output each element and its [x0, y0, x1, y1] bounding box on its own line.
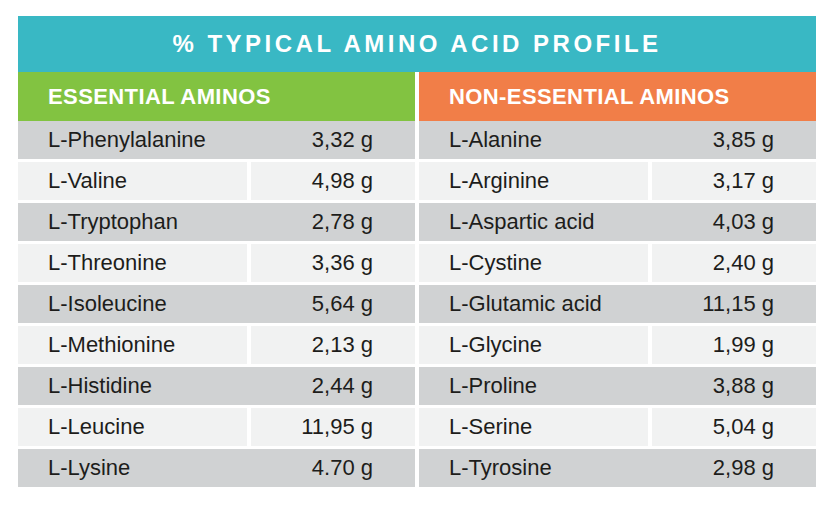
- amino-name: L-Glycine: [419, 326, 648, 364]
- essential-aminos-header: ESSENTIAL AMINOS: [18, 72, 415, 121]
- amino-name: L-Tyrosine: [419, 449, 648, 487]
- essential-column: ESSENTIAL AMINOS L-Phenylalanine3,32 gL-…: [18, 72, 415, 487]
- amino-value: 2,78 g: [247, 203, 415, 241]
- table-row: L-Aspartic acid4,03 g: [419, 203, 816, 241]
- table-row: L-Glycine1,99 g: [419, 326, 816, 364]
- table-row: L-Methionine2,13 g: [18, 326, 415, 364]
- amino-name: L-Methionine: [18, 326, 247, 364]
- title-bar: % TYPICAL AMINO ACID PROFILE: [18, 16, 816, 72]
- amino-name: L-Tryptophan: [18, 203, 247, 241]
- non-essential-rows: L-Alanine3,85 gL-Arginine3,17 gL-Asparti…: [419, 121, 816, 487]
- amino-value: 3,32 g: [247, 121, 415, 159]
- amino-value: 3,85 g: [648, 121, 816, 159]
- table-row: L-Serine5,04 g: [419, 408, 816, 446]
- amino-name: L-Aspartic acid: [419, 203, 648, 241]
- amino-value: 3,88 g: [648, 367, 816, 405]
- amino-name: L-Phenylalanine: [18, 121, 247, 159]
- table-row: L-Valine4,98 g: [18, 162, 415, 200]
- table-row: L-Tryptophan2,78 g: [18, 203, 415, 241]
- amino-acid-profile-table: % TYPICAL AMINO ACID PROFILE ESSENTIAL A…: [18, 16, 816, 487]
- amino-value: 2,13 g: [247, 326, 415, 364]
- amino-name: L-Serine: [419, 408, 648, 446]
- table-columns: ESSENTIAL AMINOS L-Phenylalanine3,32 gL-…: [18, 72, 816, 487]
- amino-name: L-Histidine: [18, 367, 247, 405]
- table-row: L-Cystine2,40 g: [419, 244, 816, 282]
- table-row: L-Glutamic acid11,15 g: [419, 285, 816, 323]
- amino-value: 2,98 g: [648, 449, 816, 487]
- amino-name: L-Cystine: [419, 244, 648, 282]
- essential-aminos-header-label: ESSENTIAL AMINOS: [48, 84, 271, 110]
- amino-value: 5,64 g: [247, 285, 415, 323]
- amino-value: 5,04 g: [648, 408, 816, 446]
- page-title: % TYPICAL AMINO ACID PROFILE: [172, 30, 661, 58]
- amino-name: L-Valine: [18, 162, 247, 200]
- amino-name: L-Threonine: [18, 244, 247, 282]
- table-row: L-Leucine11,95 g: [18, 408, 415, 446]
- table-row: L-Isoleucine5,64 g: [18, 285, 415, 323]
- non-essential-aminos-header: NON-ESSENTIAL AMINOS: [419, 72, 816, 121]
- table-row: L-Proline3,88 g: [419, 367, 816, 405]
- amino-name: L-Glutamic acid: [419, 285, 648, 323]
- amino-name: L-Proline: [419, 367, 648, 405]
- amino-value: 2,44 g: [247, 367, 415, 405]
- amino-name: L-Leucine: [18, 408, 247, 446]
- amino-value: 2,40 g: [648, 244, 816, 282]
- amino-name: L-Isoleucine: [18, 285, 247, 323]
- amino-value: 11,95 g: [247, 408, 415, 446]
- amino-value: 4.70 g: [247, 449, 415, 487]
- amino-name: L-Lysine: [18, 449, 247, 487]
- table-row: L-Threonine3,36 g: [18, 244, 415, 282]
- table-row: L-Arginine3,17 g: [419, 162, 816, 200]
- table-row: L-Histidine2,44 g: [18, 367, 415, 405]
- table-row: L-Lysine4.70 g: [18, 449, 415, 487]
- amino-value: 3,36 g: [247, 244, 415, 282]
- amino-value: 1,99 g: [648, 326, 816, 364]
- non-essential-column: NON-ESSENTIAL AMINOS L-Alanine3,85 gL-Ar…: [419, 72, 816, 487]
- table-row: L-Tyrosine2,98 g: [419, 449, 816, 487]
- table-row: L-Alanine3,85 g: [419, 121, 816, 159]
- amino-value: 4,98 g: [247, 162, 415, 200]
- amino-name: L-Arginine: [419, 162, 648, 200]
- non-essential-aminos-header-label: NON-ESSENTIAL AMINOS: [449, 84, 730, 110]
- amino-name: L-Alanine: [419, 121, 648, 159]
- amino-value: 4,03 g: [648, 203, 816, 241]
- amino-value: 3,17 g: [648, 162, 816, 200]
- amino-value: 11,15 g: [648, 285, 816, 323]
- table-row: L-Phenylalanine3,32 g: [18, 121, 415, 159]
- essential-rows: L-Phenylalanine3,32 gL-Valine4,98 gL-Try…: [18, 121, 415, 487]
